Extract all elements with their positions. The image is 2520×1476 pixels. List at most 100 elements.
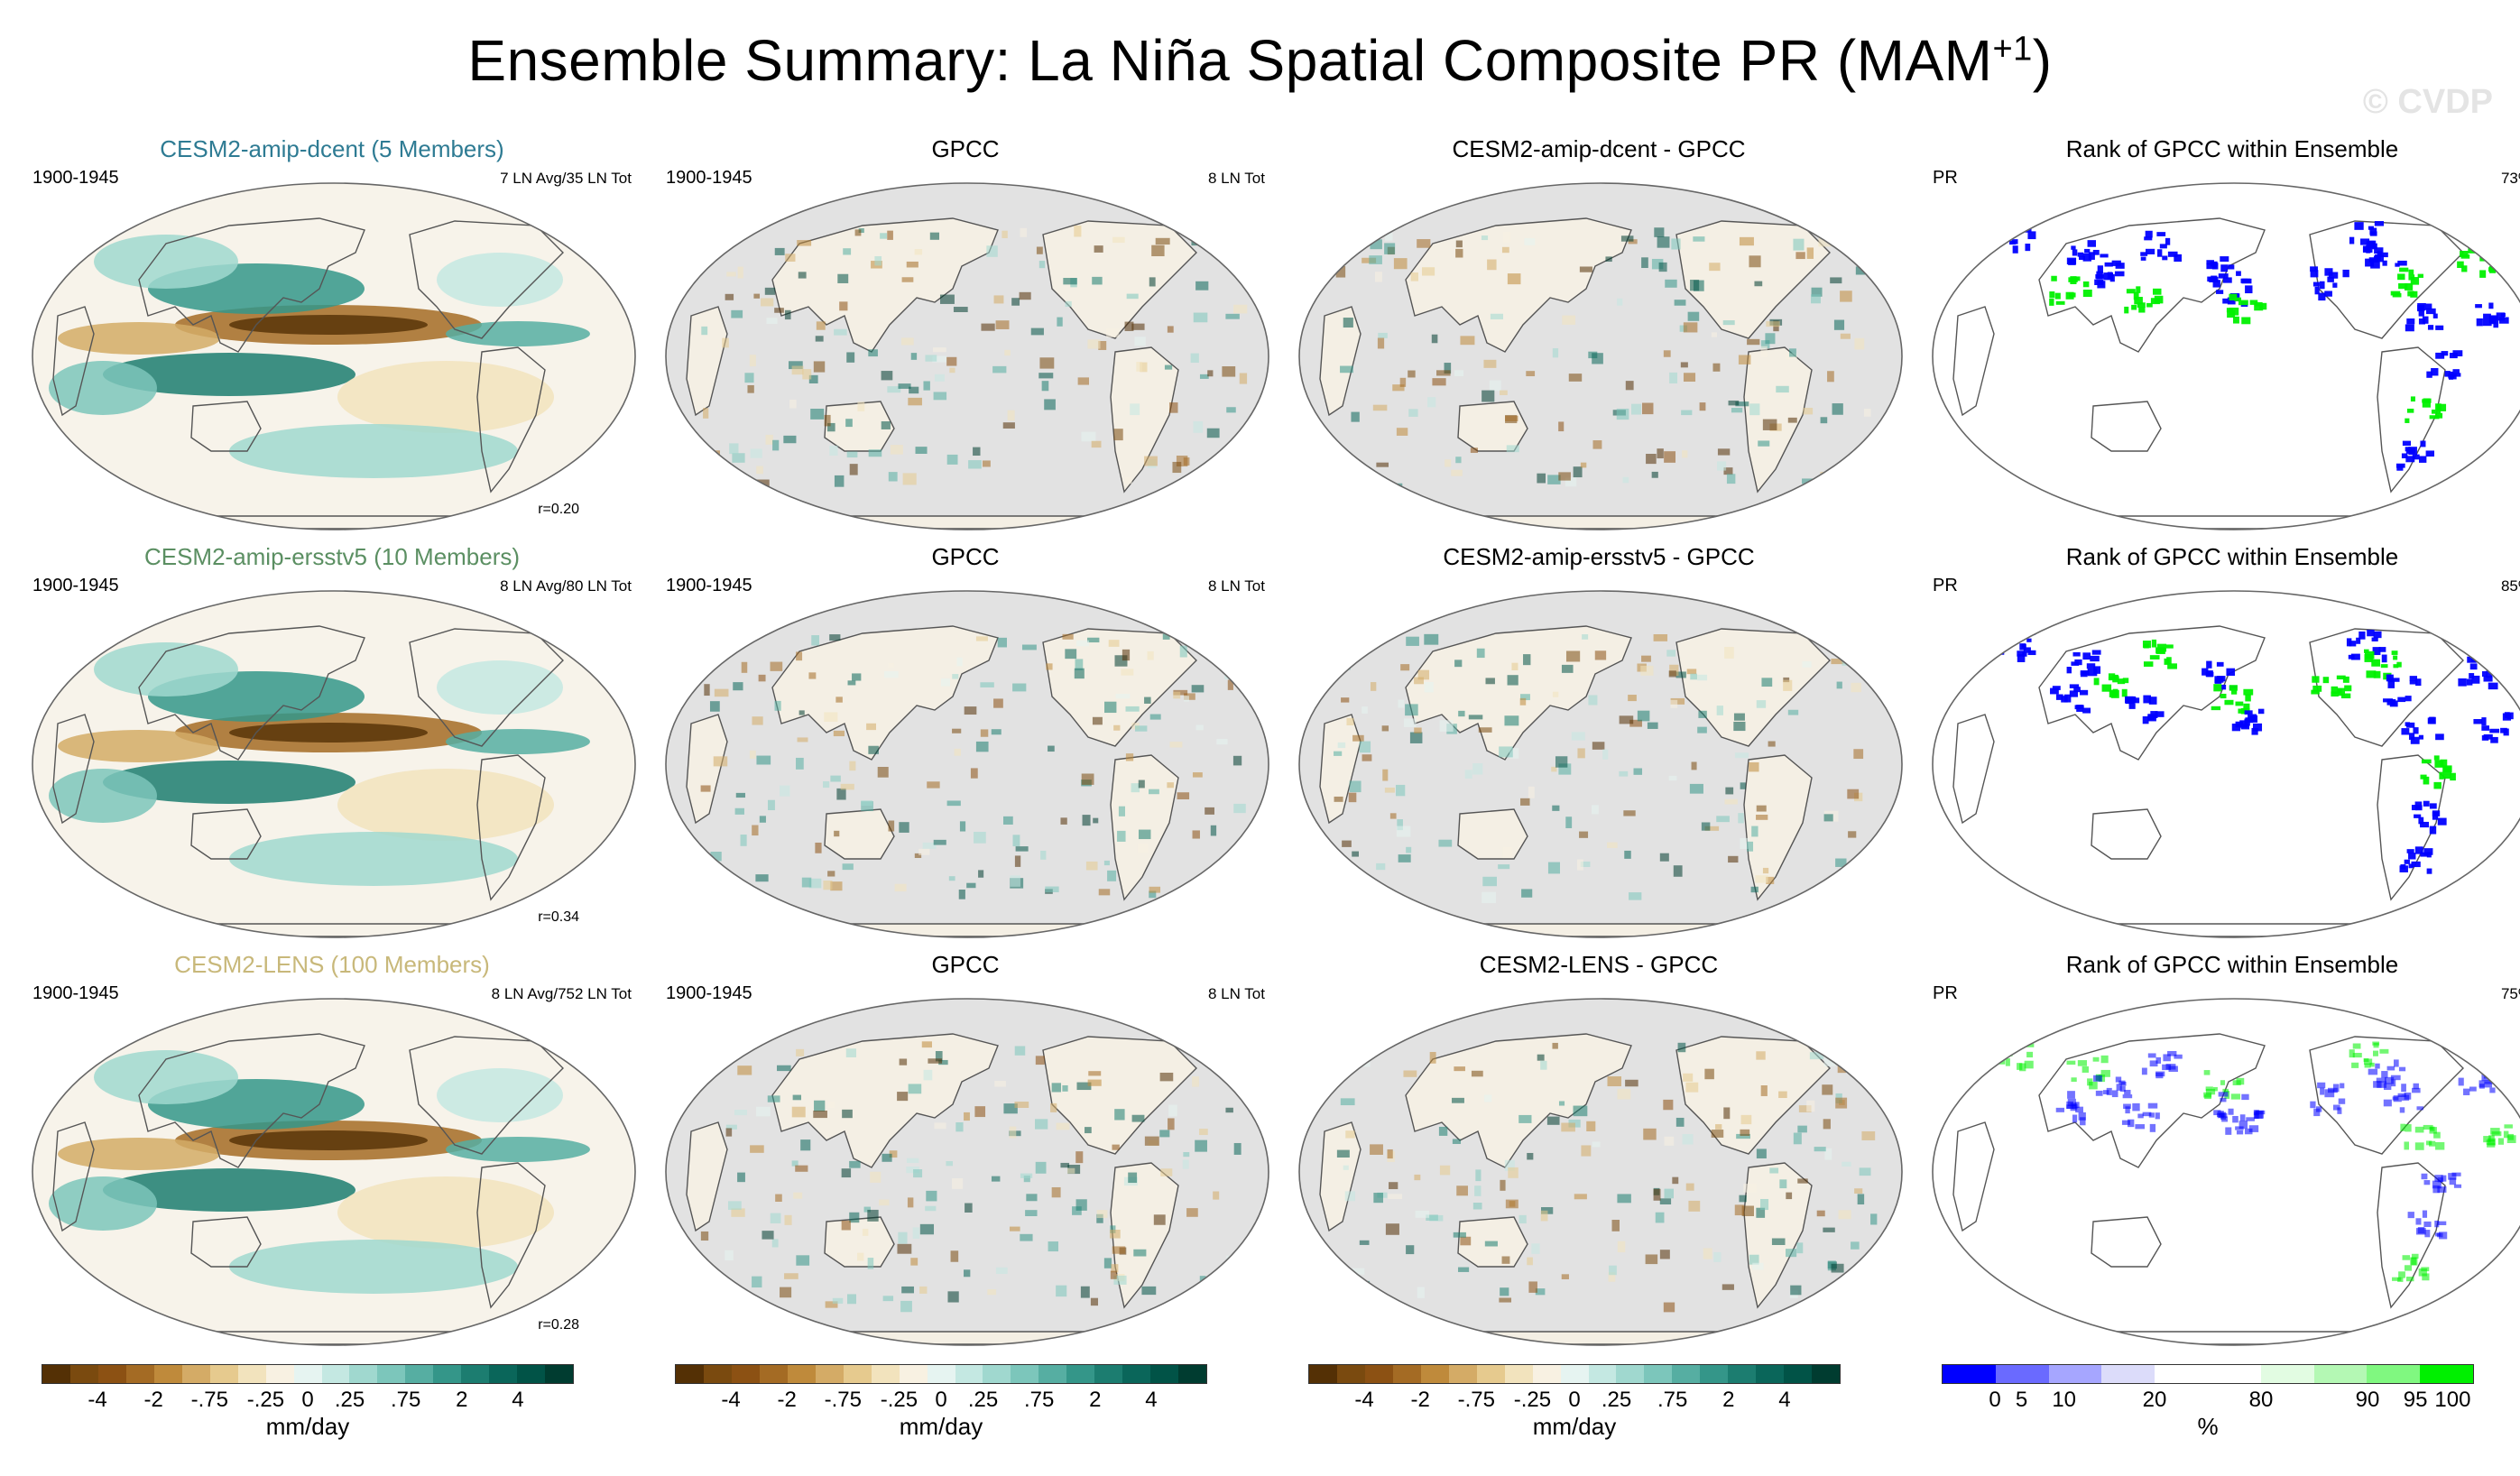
- colorbar-swatch: [1616, 1365, 1645, 1383]
- anomaly-cell: [1641, 655, 1651, 662]
- rank-cell: [2397, 273, 2405, 281]
- anomaly-cell: [1725, 787, 1734, 795]
- continent-antarctica: [1432, 923, 1768, 937]
- rank-cell: [2440, 759, 2448, 767]
- rank-cell: [2373, 1042, 2379, 1048]
- anomaly-cell: [1478, 727, 1492, 733]
- anomaly-cell: [948, 876, 955, 881]
- anomaly-cell: [1349, 780, 1362, 793]
- anomaly-cell: [1683, 1073, 1694, 1082]
- anomaly-cell: [1216, 739, 1228, 745]
- rank-cell: [2503, 1130, 2509, 1139]
- anomaly-cell: [1842, 1161, 1851, 1167]
- event-count: 8 LN Avg/752 LN Tot: [491, 985, 632, 1002]
- colorbar-tick-label: 2: [1089, 1388, 1102, 1412]
- rank-cell: [2229, 685, 2238, 691]
- anomaly-cell: [710, 250, 717, 258]
- anomaly-cell: [725, 1124, 737, 1130]
- rank-cell: [2402, 440, 2412, 447]
- anomaly-cell: [1396, 428, 1408, 436]
- anomaly-cell: [1233, 304, 1248, 314]
- continent-australia: [190, 808, 262, 860]
- anomaly-cell: [1177, 792, 1190, 800]
- rank-cell: [2243, 688, 2254, 696]
- colorbar-swatch: [1995, 1365, 2049, 1383]
- rank-cell: [2220, 1097, 2227, 1102]
- anomaly-cell: [1484, 1094, 1492, 1102]
- anomaly-cell: [1756, 1051, 1766, 1060]
- panel-title: CESM2-amip-ersstv5 (10 Members): [143, 543, 521, 570]
- anomaly-cell: [991, 729, 1002, 735]
- anomaly-region: [337, 361, 554, 433]
- rank-cell: [2515, 642, 2520, 650]
- rank-cell: [2450, 772, 2456, 781]
- anomaly-cell: [733, 682, 743, 691]
- anomaly-cell: [910, 353, 918, 360]
- pattern-correlation: r=0.20: [538, 502, 579, 517]
- anomaly-cell: [1592, 353, 1603, 364]
- rank-cell: [2162, 255, 2168, 261]
- rank-cell: [2108, 676, 2118, 680]
- rank-cell: [2424, 1230, 2431, 1238]
- rank-cell: [2486, 670, 2493, 678]
- rank-cell: [2066, 1104, 2076, 1109]
- rank-cell: [2026, 1043, 2035, 1047]
- colorbar-tick-label: -4: [721, 1388, 741, 1412]
- anomaly-cell: [1065, 300, 1072, 308]
- anomaly-cell: [1093, 817, 1099, 824]
- rank-cell: [2404, 1141, 2410, 1150]
- colorbar-swatch: [1011, 1365, 1039, 1383]
- rank-cell: [2140, 252, 2148, 256]
- anomaly-cell: [1756, 700, 1767, 708]
- rank-cell: [2396, 661, 2402, 668]
- rank-cell: [2096, 271, 2103, 280]
- continent-greenland: [1837, 1027, 1885, 1065]
- panel-title: CESM2-amip-dcent (5 Members): [160, 135, 504, 162]
- anomaly-cell: [1343, 318, 1353, 328]
- anomaly-cell: [1451, 469, 1463, 476]
- continent-africa: [686, 714, 728, 825]
- rank-cell: [2396, 464, 2404, 471]
- anomaly-cell: [992, 365, 1007, 374]
- rank-cell: [2499, 1040, 2507, 1046]
- anomaly-cell: [1609, 1265, 1617, 1276]
- colorbar-swatch: [1532, 1365, 1561, 1383]
- rank-cell: [2125, 696, 2135, 705]
- anomaly-cell: [1087, 1079, 1102, 1086]
- anomaly-cell: [839, 301, 848, 311]
- rank-cell: [2437, 1221, 2447, 1226]
- rank-cell: [2426, 371, 2432, 378]
- continent-africa: [1319, 1121, 1362, 1232]
- anomaly-cell: [1820, 417, 1828, 424]
- anomaly-cell: [814, 1100, 826, 1112]
- anomaly-cell: [867, 1258, 874, 1269]
- rank-cell: [2228, 264, 2235, 270]
- anomaly-cell: [1787, 417, 1797, 423]
- colorbar-swatch: [1672, 1365, 1701, 1383]
- anomaly-cell: [1734, 752, 1749, 759]
- anomaly-cell: [1524, 238, 1536, 245]
- rank-cell: [2205, 1088, 2216, 1095]
- rank-cell: [2422, 401, 2431, 408]
- map-model: [32, 590, 636, 938]
- colorbar-swatch: [1094, 1365, 1123, 1383]
- anomaly-cell: [928, 1058, 943, 1064]
- anomaly-cell: [1552, 1042, 1558, 1049]
- anomaly-cell: [1172, 461, 1182, 474]
- rank-cell: [1995, 1057, 2006, 1065]
- anomaly-cell: [1558, 421, 1565, 432]
- anomaly-cell: [1233, 803, 1246, 814]
- anomaly-cell: [1518, 1114, 1532, 1123]
- rank-cell: [2089, 1081, 2098, 1090]
- rank-cell: [2167, 663, 2177, 669]
- anomaly-cell: [1239, 373, 1248, 384]
- panel-title: GPCC: [931, 135, 1000, 162]
- anomaly-cell: [954, 748, 962, 756]
- period-label: 1900-1945: [32, 983, 119, 1003]
- rank-cell: [2423, 1180, 2431, 1185]
- anomaly-cell: [774, 247, 785, 255]
- colorbar-tick-label: .75: [390, 1388, 421, 1412]
- rank-cell: [2493, 632, 2499, 641]
- colorbar-swatch: [181, 1365, 210, 1383]
- colorbar-tick-label: -2: [1410, 1388, 1430, 1412]
